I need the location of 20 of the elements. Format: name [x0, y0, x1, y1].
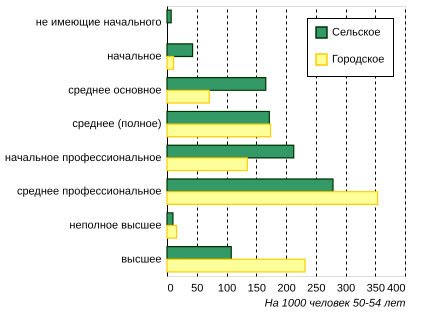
x-tick-label: 300: [336, 282, 356, 294]
x-tick-label: 250: [307, 282, 326, 294]
y-tick-label: среднее профессиональное: [16, 186, 162, 198]
y-tick-label: начальное: [107, 50, 162, 63]
x-tick-label: 350: [366, 282, 385, 294]
y-tick-label: не имеющие начального: [36, 16, 162, 29]
y-tick-label: среднее (полное): [72, 118, 162, 130]
x-axis-title: На 1000 человек 50-54 лет: [264, 298, 406, 310]
y-tick-label: неполное высшее: [69, 219, 162, 232]
x-tick-label: 0: [168, 282, 174, 294]
x-tick-label: 400: [387, 282, 406, 294]
y-tick-label: начальное профессиональное: [4, 152, 162, 164]
y-tick-label: высшее: [121, 253, 162, 266]
x-tick-label: 50: [191, 282, 204, 294]
x-tick-label: 150: [248, 282, 266, 294]
x-tick-label: 200: [277, 282, 296, 294]
legend-label: Городское: [332, 54, 384, 66]
x-tick-label: 100: [218, 282, 236, 294]
legend-label: Сельское: [332, 26, 381, 38]
y-tick-label: среднее основное: [68, 84, 162, 96]
